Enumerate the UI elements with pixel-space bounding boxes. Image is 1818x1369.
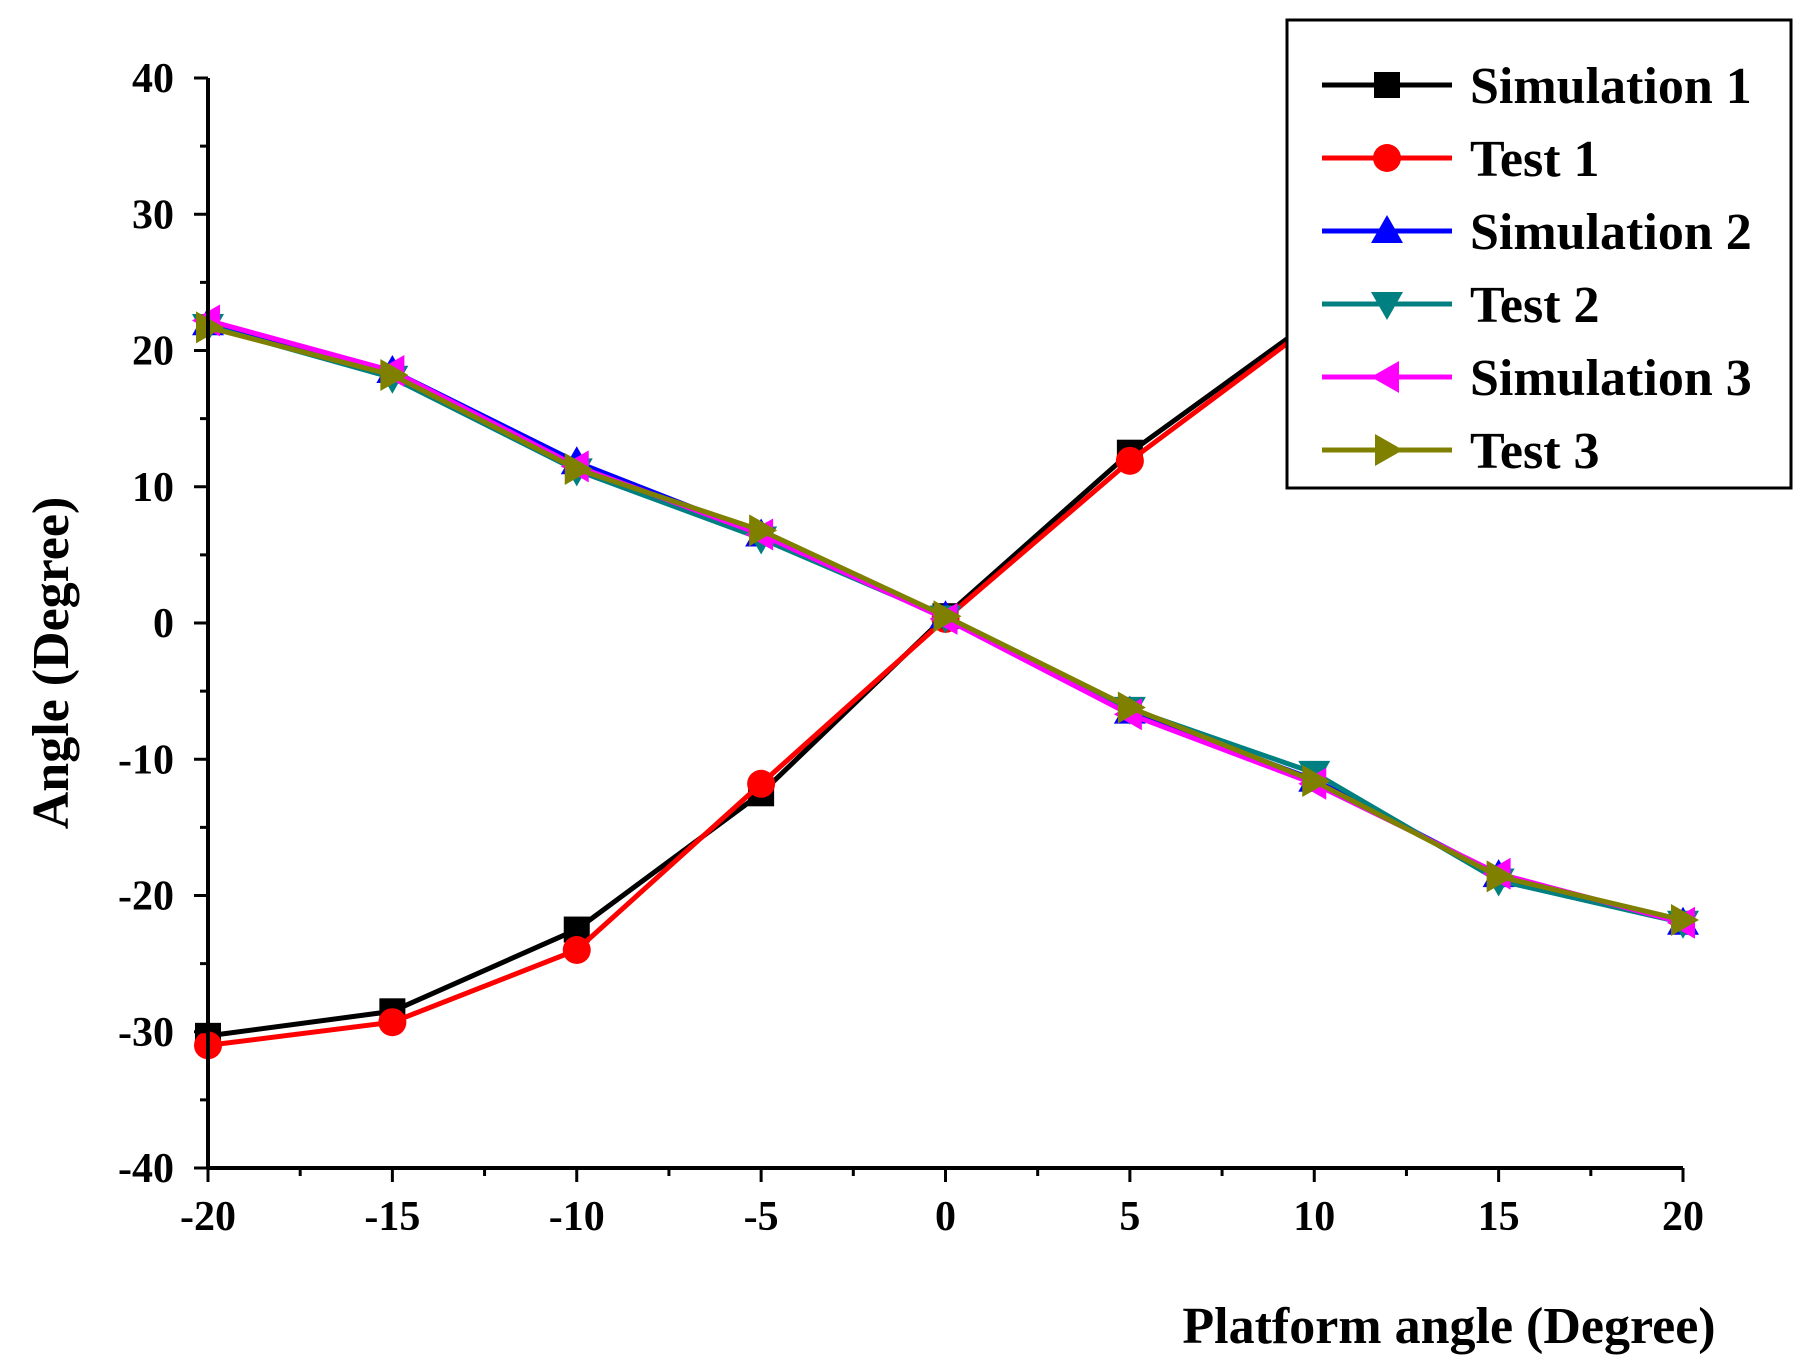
y-tick-label: 20 [132,329,174,375]
y-tick-label: -40 [118,1146,174,1192]
x-tick-label: -10 [549,1194,605,1240]
x-tick-label: 20 [1662,1194,1704,1240]
y-tick-label: -20 [118,874,174,920]
x-tick-label: -5 [744,1194,779,1240]
data-point [747,769,776,798]
data-point [933,600,962,633]
legend-label: Simulation 2 [1470,204,1752,261]
legend-marker [1371,292,1403,320]
data-point [380,359,409,392]
series-test-3 [196,311,1699,937]
legend-marker [1375,434,1403,466]
data-point [1115,446,1144,475]
legend-entry: Simulation 1 [1322,58,1752,115]
legend-box [1285,18,1793,490]
y-tick-label: 40 [132,56,174,102]
y-tick-label: 30 [132,192,174,238]
data-point [1117,691,1146,724]
x-axis-title: Platform angle (Degree) [1182,1298,1715,1355]
x-tick-label: 15 [1478,1194,1520,1240]
data-point [1486,860,1515,893]
x-tick-label: 0 [935,1194,956,1240]
legend-entry: Simulation 2 [1322,204,1752,261]
legend-label: Test 1 [1470,131,1600,188]
x-tick-label: 5 [1119,1194,1140,1240]
data-point [562,936,591,964]
legend-entry: Test 2 [1322,277,1600,334]
legend-label: Simulation 1 [1470,58,1752,115]
y-tick-label: -30 [118,1010,174,1056]
x-tick-label: -20 [180,1194,236,1240]
x-tick-label: -15 [364,1194,420,1240]
legend-marker [1374,72,1400,98]
y-tick-label: 0 [153,601,174,647]
legend-marker [1371,215,1403,243]
legend-entry: Test 1 [1322,131,1600,188]
data-point [378,1008,407,1037]
data-point [564,453,593,486]
y-tick-label: 10 [132,465,174,511]
y-tick-label: -10 [118,737,174,783]
legend-marker [1371,361,1399,393]
data-point [1302,765,1331,798]
legend-label: Test 2 [1470,277,1600,334]
legend-entry: Simulation 3 [1322,350,1752,407]
legend-label: Test 3 [1470,423,1600,480]
y-axis-title: Angle (Degree) [23,497,80,830]
legend-entry: Test 3 [1322,423,1600,480]
data-point [749,514,778,547]
x-tick-label: 10 [1293,1194,1335,1240]
legend-label: Simulation 3 [1470,350,1752,407]
data-point [1671,904,1699,937]
legend-marker [1373,144,1401,172]
